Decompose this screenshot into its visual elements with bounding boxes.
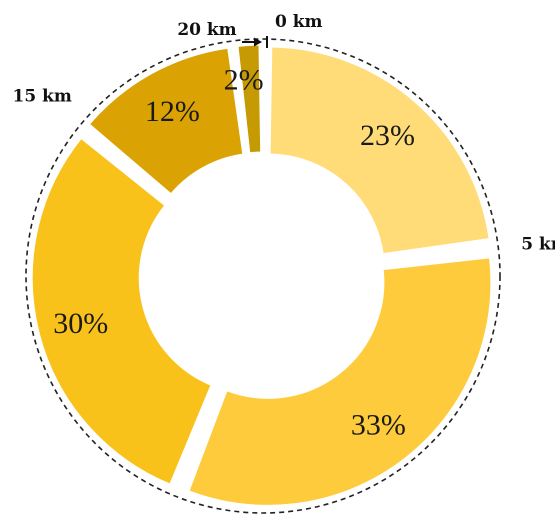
boundary-labels-group: 0 km 5 km 10 km 15 km 20 km (13, 12, 555, 516)
boundary-label-5: 20 km (177, 20, 236, 40)
boundary-label-3: 10 km (124, 515, 183, 516)
donut-slice-4 (88, 47, 244, 195)
percent-label-2: 33% (351, 409, 406, 442)
donut-slice-2 (188, 257, 492, 506)
boundary-label-1: 0 km (275, 12, 323, 32)
boundary-label-2: 5 km (521, 235, 555, 255)
outer-dashed-ring (25, 38, 501, 514)
percent-label-3: 30% (53, 307, 108, 340)
percent-label-1: 23% (360, 119, 415, 152)
percent-labels-group: 23% 33% 30% 12% 2% (53, 64, 415, 442)
small-slice-pointer (242, 36, 268, 48)
donut-slice-3 (31, 137, 212, 485)
donut-slice-1 (269, 46, 490, 255)
slices-group (31, 44, 492, 506)
boundary-label-4: 15 km (13, 87, 72, 107)
donut-slice-5 (237, 44, 262, 154)
percent-label-5: 2% (224, 64, 264, 97)
percent-label-4: 12% (145, 95, 200, 128)
